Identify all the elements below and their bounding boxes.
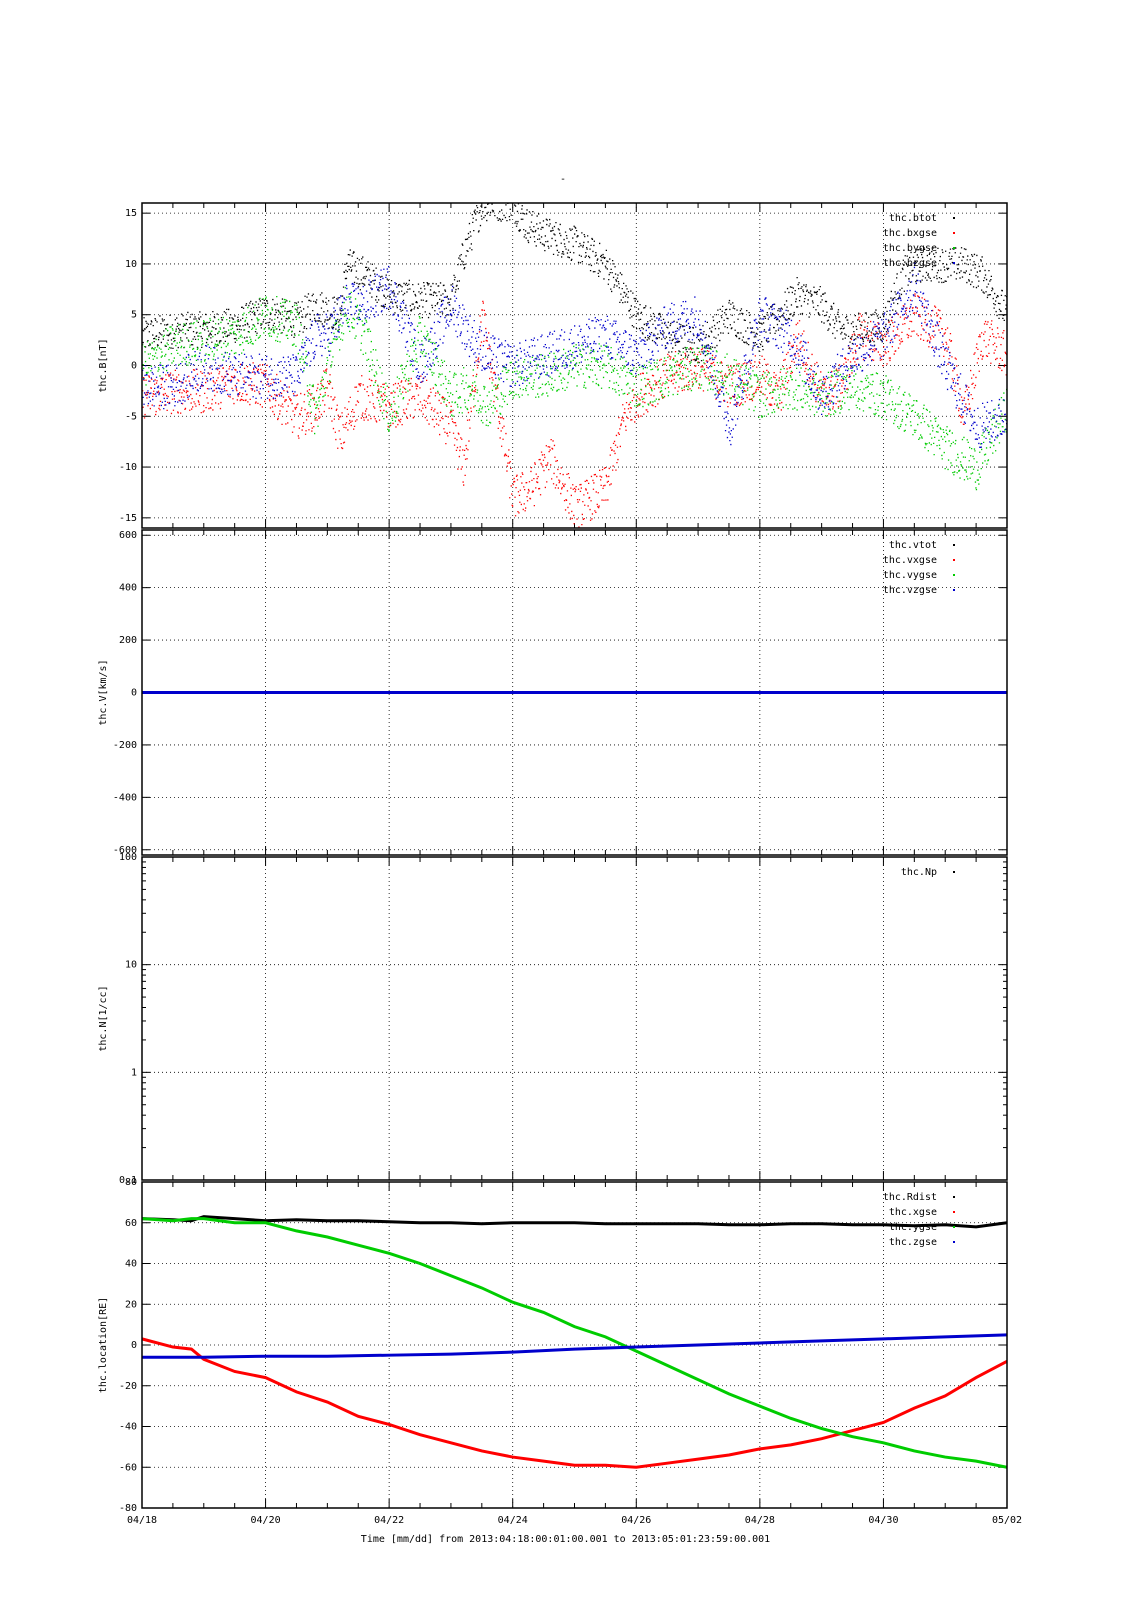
series-thc.bxgse: [142, 293, 1007, 528]
panel1-ytick-label: -400: [113, 792, 137, 803]
legend-marker-thc.bxgse: [953, 232, 955, 234]
legend-label-thc.Np: thc.Np: [901, 867, 937, 878]
series-thc.zgse: [142, 1333, 1007, 1359]
legend-marker-thc.Rdist: [953, 1196, 955, 1198]
panel3-ytick-label: 20: [125, 1299, 137, 1310]
xtick-label: 04/18: [127, 1515, 157, 1526]
panel3-ytick-label: -80: [119, 1503, 137, 1514]
panel3-ytick-label: 0: [131, 1340, 137, 1351]
series-line-thc.ygse: [142, 1217, 1007, 1469]
series-thc.bygse: [142, 287, 1007, 491]
series-points-thc.bygse: [142, 287, 1007, 491]
panel1-ytick-label: -200: [113, 740, 137, 751]
series-thc.xgse: [142, 1337, 1007, 1469]
panel2-ytick-label: 10: [125, 960, 137, 971]
legend-label-thc.bxgse: thc.bxgse: [883, 228, 937, 239]
panel3-ytick-label: 80: [125, 1177, 137, 1188]
panel1-ytick-label: 600: [119, 530, 137, 541]
xtick-label: 04/26: [621, 1515, 651, 1526]
xtick-label: 04/20: [251, 1515, 281, 1526]
panel1-ytick-label: 0: [131, 688, 137, 699]
legend-marker-thc.bygse: [953, 247, 955, 249]
legend-label-thc.bzgse: thc.bzgse: [883, 258, 937, 269]
series-line-thc.xgse: [142, 1337, 1007, 1469]
panel2-frame: [141, 856, 1008, 1181]
series-thc.Rdist: [142, 1215, 1007, 1229]
page-title: -: [560, 174, 567, 185]
panel3-frame: [141, 1181, 1008, 1509]
legend-marker-thc.ygse: [953, 1226, 955, 1228]
legend-label-thc.zgse: thc.zgse: [889, 1237, 937, 1248]
xtick-label: 04/24: [498, 1515, 528, 1526]
series-line-thc.zgse: [142, 1333, 1007, 1359]
legend-marker-thc.xgse: [953, 1211, 955, 1213]
series-line-thc.Rdist: [142, 1215, 1007, 1229]
series-points-thc.bxgse: [142, 293, 1007, 528]
panel3-ytick-label: -20: [119, 1381, 137, 1392]
panel2-ylabel: thc.N[1/cc]: [98, 985, 109, 1051]
panel0-ytick-label: -15: [119, 513, 137, 524]
legend-label-thc.vygse: thc.vygse: [883, 570, 937, 581]
panel1-frame: [141, 529, 1008, 856]
panel0-ytick-label: 15: [125, 208, 137, 219]
panel1-ytick-label: 200: [119, 635, 137, 646]
legend-label-thc.xgse: thc.xgse: [889, 1207, 937, 1218]
panel0-ytick-label: 10: [125, 259, 137, 270]
panel3-ytick-label: 60: [125, 1218, 137, 1229]
panel3-ytick-label: -60: [119, 1462, 137, 1473]
legend-label-thc.vzgse: thc.vzgse: [883, 585, 937, 596]
panel0-ytick-label: -10: [119, 462, 137, 473]
legend-marker-thc.vygse: [953, 574, 955, 576]
legend-label-thc.bygse: thc.bygse: [883, 243, 937, 254]
panel0-ylabel: thc.B[nT]: [98, 338, 109, 392]
panel3-ytick-label: 40: [125, 1259, 137, 1270]
legend-marker-thc.btot: [953, 217, 955, 219]
legend-label-thc.vtot: thc.vtot: [889, 540, 937, 551]
xtick-label: 04/22: [374, 1515, 404, 1526]
legend-marker-thc.zgse: [953, 1241, 955, 1243]
legend-label-thc.btot: thc.btot: [889, 213, 937, 224]
legend-marker-thc.vxgse: [953, 559, 955, 561]
panel3-ylabel: thc.location[RE]: [98, 1297, 109, 1393]
panel1-ylabel: thc.V[km/s]: [98, 659, 109, 725]
panel1-ytick-label: 400: [119, 583, 137, 594]
series-thc.ygse: [142, 1217, 1007, 1469]
panel3-ytick-label: -40: [119, 1422, 137, 1433]
panel2-ytick-label: 0.1: [119, 1175, 137, 1186]
panel1-ytick-label: -600: [113, 845, 137, 856]
panel0-ytick-label: -5: [125, 411, 137, 422]
xtick-label: 04/28: [745, 1515, 775, 1526]
legend-marker-thc.bzgse: [953, 262, 955, 264]
xtick-label: 04/30: [868, 1515, 898, 1526]
legend-label-thc.ygse: thc.ygse: [889, 1222, 937, 1233]
panel2-ytick-label: 1: [131, 1067, 137, 1078]
legend-marker-thc.vtot: [953, 544, 955, 546]
series-thc.bzgse: [142, 262, 1007, 448]
panel0-ytick-label: 0: [131, 361, 137, 372]
panel0-ytick-label: 5: [131, 310, 137, 321]
legend-label-thc.vxgse: thc.vxgse: [883, 555, 937, 566]
panel2-ytick-label: 100: [119, 852, 137, 863]
xtick-label: 05/02: [992, 1515, 1022, 1526]
legend-marker-thc.vzgse: [953, 589, 955, 591]
series-points-thc.bzgse: [142, 262, 1007, 448]
legend-marker-thc.Np: [953, 871, 955, 873]
time-axis-label: Time [mm/dd] from 2013:04:18:00:01:00.00…: [360, 1534, 771, 1545]
legend-label-thc.Rdist: thc.Rdist: [883, 1192, 937, 1203]
panel0-frame: [141, 202, 1008, 529]
